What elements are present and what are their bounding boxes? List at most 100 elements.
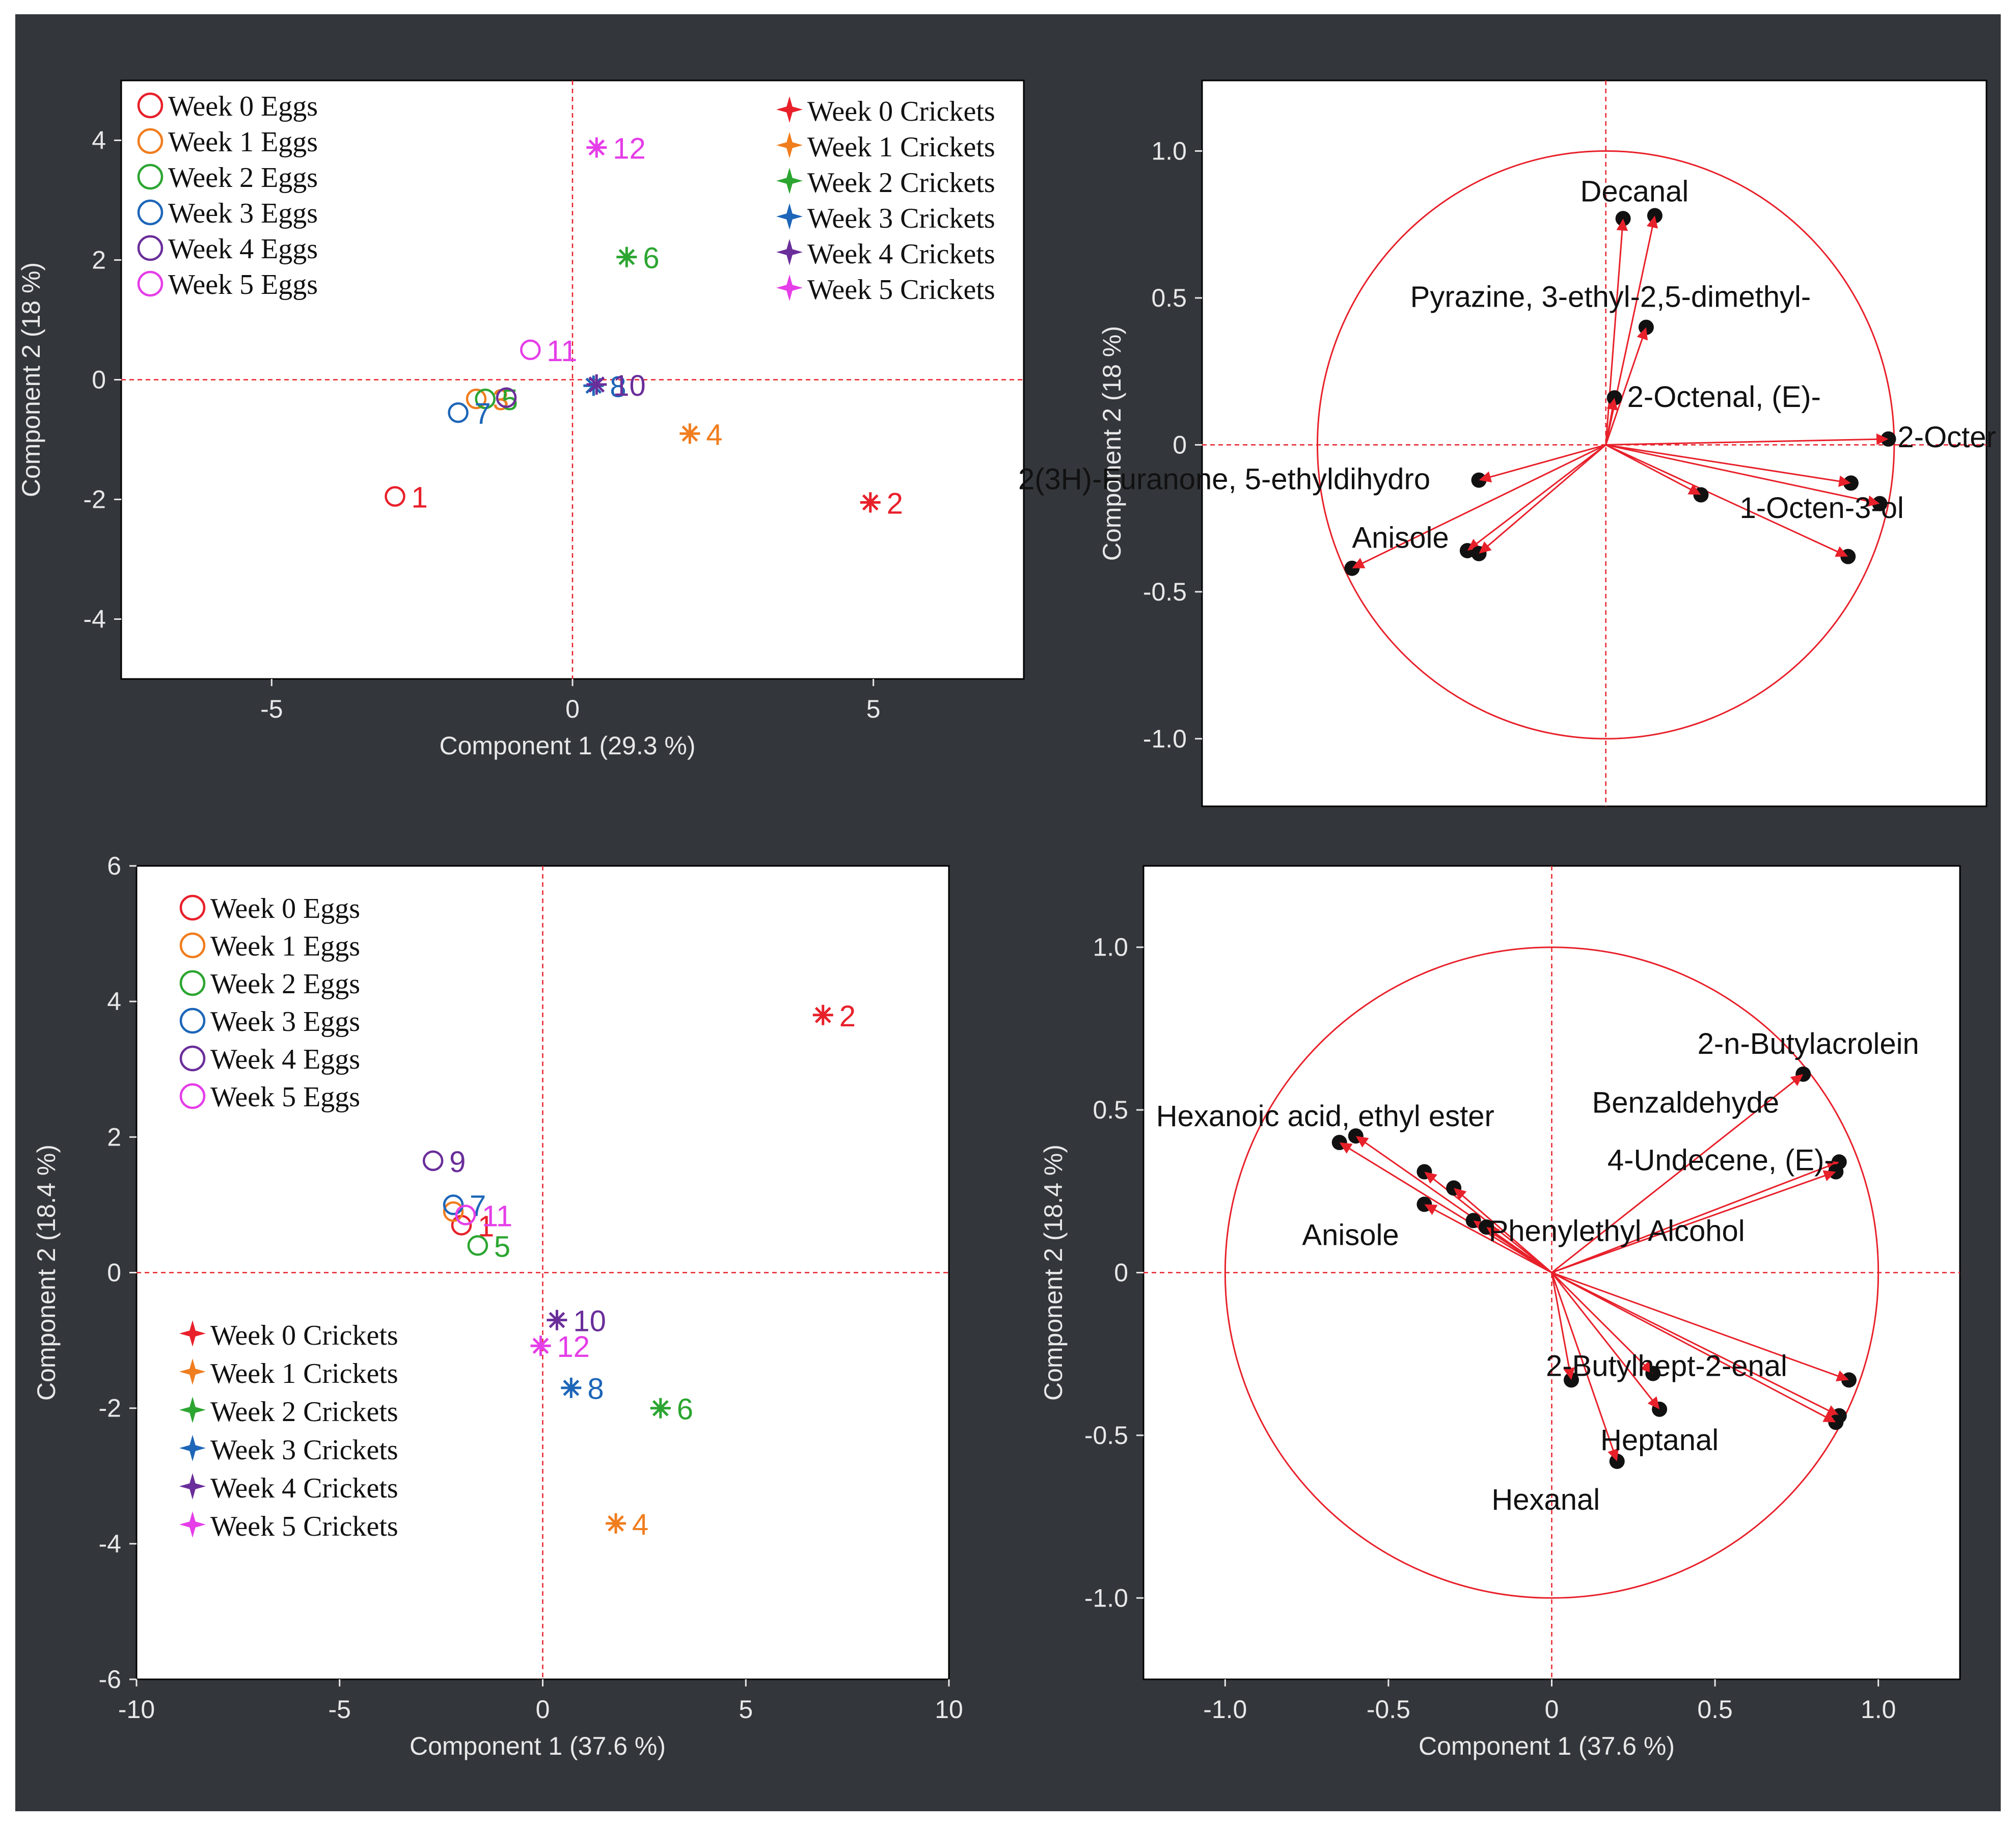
- legend-label: Week 0 Crickets: [807, 96, 995, 127]
- y-tick-label: -6: [99, 1665, 121, 1694]
- legend-marker-star: [179, 1358, 206, 1385]
- y-axis-title: Component 2 (18.4 %): [1039, 1145, 1068, 1401]
- loading-arrowhead: [1647, 1396, 1660, 1409]
- y-axis-title: Component 2 (18 %): [1098, 326, 1126, 561]
- loading-vector: [1339, 1141, 1552, 1273]
- legend-marker-star: [776, 203, 803, 230]
- legend-marker-star: [179, 1435, 206, 1461]
- legend-label: Week 4 Crickets: [210, 1473, 398, 1504]
- y-tick-label: 0.5: [1151, 284, 1187, 312]
- score-point-label: 4: [632, 1508, 648, 1541]
- loading-label: Anisole: [1352, 522, 1449, 555]
- x-axis-title: Component 1 (37.6 %): [1419, 1732, 1675, 1760]
- loading-label: Heptanal: [1600, 1424, 1719, 1457]
- loading-arrowhead: [1339, 1142, 1353, 1154]
- legend-label: Week 4 Crickets: [807, 238, 995, 270]
- score-point-cricket: [530, 1336, 551, 1356]
- chart-bottom-left: -6 -4 -2 0 2 4 6 -10 -5 0 5 10 Component 1 (37.6 %) C…: [32, 852, 963, 1760]
- legend-label: Week 5 Eggs: [168, 269, 318, 301]
- loading-vector: [1551, 1161, 1840, 1273]
- legend-top-left: Week 0 Eggs Week 1 Eggs Week 2 Eggs Week 3 …: [137, 91, 318, 301]
- loading-arrowhead: [1822, 1411, 1836, 1423]
- loading-vector: [1605, 444, 1880, 505]
- legend-label: Week 0 Eggs: [210, 893, 360, 924]
- loading-arrowhead: [1838, 475, 1851, 487]
- x-tick-label: -0.5: [1367, 1695, 1410, 1724]
- loading-label: 2-Butylhept-2-enal: [1546, 1349, 1787, 1382]
- y-tick-label: 4: [92, 126, 106, 155]
- y-tick-label: -1.0: [1143, 724, 1187, 753]
- x-axis-title: Component 1 (37.6 %): [410, 1732, 666, 1760]
- x-tick-label: -5: [260, 695, 283, 723]
- score-point-label: 7: [475, 397, 491, 430]
- loading-arrowhead: [1454, 1188, 1467, 1201]
- legend-label: Week 2 Crickets: [807, 167, 995, 199]
- score-point-egg: [520, 339, 541, 360]
- x-tick-label: 10: [935, 1695, 963, 1724]
- y-tick-label: -4: [99, 1530, 121, 1558]
- score-point-label: 6: [643, 242, 659, 275]
- loading-arrowhead: [1640, 1360, 1653, 1374]
- x-axis-title: Component 1 (29.3 %): [439, 731, 695, 760]
- y-axis-title: Component 2 (18.4 %): [32, 1145, 61, 1401]
- x-tick-label: 0: [565, 695, 580, 723]
- legend-label: Week 0 Crickets: [210, 1320, 398, 1351]
- score-point-label: 1: [412, 481, 428, 514]
- legend-marker-star: [179, 1473, 206, 1500]
- score-point-cricket: [679, 423, 700, 444]
- y-tick-label: 0: [1173, 430, 1187, 459]
- y-tick-label: -0.5: [1084, 1421, 1128, 1450]
- y-tick-label: 0.5: [1093, 1096, 1128, 1124]
- legend-label: Week 3 Crickets: [807, 203, 995, 234]
- score-point-label: 10: [573, 1305, 606, 1338]
- loading-vector: [1424, 1204, 1552, 1273]
- legend-marker-circle: [137, 199, 164, 226]
- loading-arrowhead: [1687, 484, 1701, 495]
- y-tick-label: -2: [84, 485, 106, 514]
- loading-vector: [1351, 444, 1606, 569]
- score-point-cricket: [547, 1310, 567, 1330]
- legend-marker-star: [179, 1397, 206, 1423]
- legend-label: Week 5 Crickets: [210, 1511, 398, 1542]
- score-point-egg: [466, 388, 487, 410]
- legend-marker-circle: [137, 164, 164, 190]
- score-point-label: 9: [449, 1146, 466, 1179]
- plot-area: [1201, 79, 1987, 807]
- legend-marker-circle: [179, 932, 206, 959]
- y-tick-label: 0: [1114, 1259, 1128, 1287]
- loading-arrowhead: [1790, 1074, 1804, 1086]
- loading-label: 4-Undecene, (E)-: [1608, 1143, 1834, 1177]
- score-point-label: 2: [839, 1000, 856, 1033]
- y-tick-label: 1.0: [1151, 137, 1187, 165]
- charts-root: -4 -2 0 2 4 -5 0 5 Component 1 (29.3 %) Component…: [17, 79, 1996, 1760]
- loading-arrowhead: [1637, 327, 1648, 341]
- legend-marker-star: [179, 1320, 206, 1347]
- loading-arrowhead: [1876, 433, 1889, 445]
- y-tick-label: 0: [107, 1259, 121, 1287]
- loading-arrowhead: [1646, 215, 1658, 229]
- score-point-egg: [455, 1205, 476, 1225]
- x-tick-label: -10: [118, 1695, 155, 1724]
- loading-arrowhead: [1606, 398, 1618, 411]
- x-tick-label: 5: [739, 1695, 753, 1724]
- score-point-cricket: [812, 1004, 833, 1025]
- loading-vector: [1605, 444, 1702, 496]
- chart-bottom-right: -1.0 -0.5 0 0.5 1.0 -1.0 -0.5 0 0.5 1.0 Component …: [1039, 865, 1961, 1760]
- score-point-label: 2: [887, 487, 903, 520]
- loading-arrowhead: [1835, 546, 1848, 557]
- loading-label: Hexanal: [1491, 1483, 1600, 1516]
- y-axis-title: Component 2 (18 %): [17, 262, 45, 497]
- legend-marker-circle: [179, 1083, 206, 1109]
- score-point-label: 8: [610, 370, 626, 403]
- score-point-egg: [385, 486, 405, 507]
- loading-label: Anisole: [1302, 1218, 1399, 1251]
- score-point-label: 4: [706, 418, 722, 451]
- loading-arrowhead: [1826, 1405, 1839, 1416]
- score-point-egg: [443, 1194, 464, 1215]
- loading-label: Pyrazine, 3-ethyl-2,5-dimethyl-: [1410, 281, 1811, 314]
- loading-vector: [1478, 444, 1606, 554]
- score-point-cricket: [561, 1377, 582, 1398]
- loading-vector: [1605, 444, 1848, 557]
- score-point-label: 8: [587, 1373, 604, 1406]
